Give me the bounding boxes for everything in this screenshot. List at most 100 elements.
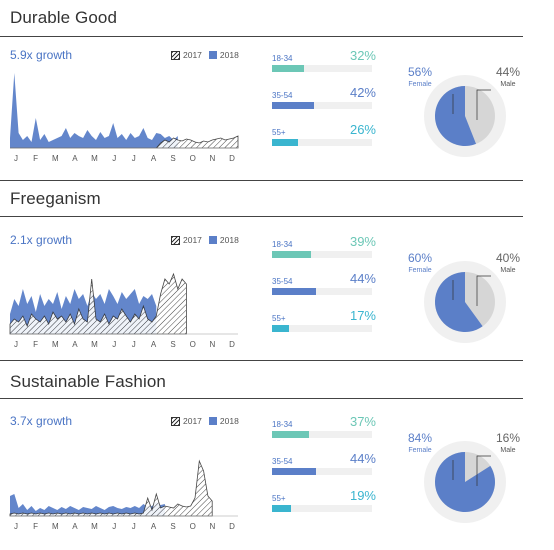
age-bar-fill	[272, 325, 289, 332]
growth-label: 3.7x growth	[10, 414, 73, 428]
section-durable-good: Durable Good 5.9x growth 2017 2018 J F M A M…	[0, 0, 554, 180]
age-bar-track	[272, 505, 372, 512]
male-label: Male	[500, 447, 515, 454]
month-tick-label: J	[14, 340, 18, 349]
age-group-percent: 44%	[349, 271, 376, 286]
age-bar-fill	[272, 288, 316, 295]
age-group-percent: 17%	[349, 308, 376, 323]
section-title: Freeganism	[10, 189, 101, 208]
legend-2018-label: 2018	[219, 235, 239, 245]
month-tick-label: D	[229, 522, 235, 531]
month-tick-label: N	[210, 154, 216, 163]
month-tick-label: J	[112, 340, 116, 349]
section-sustainable-fashion: Sustainable Fashion 3.7x growth 2017 201…	[0, 360, 554, 550]
legend-2017-label: 2017	[183, 50, 202, 60]
month-tick-label: A	[151, 154, 157, 163]
age-group-label: 35-54	[272, 457, 293, 466]
legend-2017-swatch	[171, 50, 180, 60]
month-tick-label: J	[14, 154, 18, 163]
age-bar-track	[272, 468, 372, 475]
growth-label: 2.1x growth	[10, 233, 73, 247]
month-tick-label: A	[72, 154, 78, 163]
series-2017-area	[9, 272, 187, 335]
month-tick-label: J	[112, 154, 116, 163]
age-group-label: 55+	[272, 314, 286, 323]
month-tick-label: M	[91, 340, 98, 349]
age-bar-fill	[272, 505, 291, 512]
male-percent: 44%	[496, 65, 520, 79]
age-breakdown: 18-34 37% 35-54 44% 55+ 19%	[272, 414, 376, 526]
divider	[0, 36, 523, 37]
age-bar-track	[272, 139, 372, 146]
month-tick-label: J	[132, 154, 136, 163]
month-tick-label: O	[190, 340, 196, 349]
pie-slice-female	[434, 452, 495, 512]
age-bar-track	[272, 431, 372, 438]
section-title: Sustainable Fashion	[10, 372, 166, 391]
age-group-label: 55+	[272, 494, 286, 503]
age-group-percent: 19%	[349, 488, 376, 503]
male-label: Male	[500, 81, 515, 88]
month-tick-label: A	[72, 340, 78, 349]
age-group-label: 18-34	[272, 420, 293, 429]
female-label: Female	[408, 81, 431, 88]
age-bar-fill	[272, 139, 298, 146]
growth-label: 5.9x growth	[10, 48, 73, 62]
age-bar-fill	[272, 251, 311, 258]
male-percent: 40%	[496, 251, 520, 265]
gender-pie: 60% Female 40% Male	[408, 251, 520, 343]
age-bar-track	[272, 325, 372, 332]
month-tick-label: M	[91, 522, 98, 531]
age-group-label: 18-34	[272, 54, 293, 63]
month-tick-label: A	[151, 522, 157, 531]
pie-slice-female	[434, 86, 477, 146]
month-tick-label: M	[91, 154, 98, 163]
legend: 2017 2018	[171, 235, 239, 245]
age-group-percent: 32%	[349, 48, 376, 63]
legend: 2017 2018	[171, 416, 239, 426]
month-tick-label: F	[33, 340, 38, 349]
age-breakdown: 18-34 39% 35-54 44% 55+ 17%	[272, 234, 376, 346]
series-2018-area	[10, 73, 178, 148]
female-percent: 84%	[408, 431, 432, 445]
age-group-label: 55+	[272, 128, 286, 137]
month-tick-label: F	[33, 154, 38, 163]
month-tick-label: A	[151, 340, 157, 349]
month-tick-label: S	[170, 340, 175, 349]
age-group-percent: 26%	[349, 122, 376, 137]
age-bar-track	[272, 102, 372, 109]
age-bar-fill	[272, 65, 304, 72]
age-group-label: 18-34	[272, 240, 293, 249]
month-tick-label: M	[52, 522, 59, 531]
age-bar-fill	[272, 102, 314, 109]
male-leader-line	[476, 89, 491, 120]
month-tick-label: M	[52, 154, 59, 163]
female-percent: 56%	[408, 65, 432, 79]
gender-pie: 84% Female 16% Male	[408, 431, 520, 523]
male-leader-line	[476, 455, 491, 486]
month-tick-label: F	[33, 522, 38, 531]
female-percent: 60%	[408, 251, 432, 265]
age-breakdown: 18-34 32% 35-54 42% 55+ 26%	[272, 48, 376, 160]
series-2017-area	[9, 459, 213, 517]
male-label: Male	[500, 267, 515, 274]
month-tick-label: S	[170, 154, 175, 163]
section-freeganism: Freeganism 2.1x growth 2017 2018 J F M A M J J…	[0, 180, 554, 360]
age-group-percent: 39%	[349, 234, 376, 249]
legend-2017-swatch	[171, 235, 180, 245]
legend-2018-label: 2018	[219, 50, 239, 60]
month-tick-label: O	[190, 522, 196, 531]
female-label: Female	[408, 447, 431, 454]
legend-2018-swatch	[208, 417, 217, 425]
section-title: Durable Good	[10, 8, 118, 27]
month-tick-label: S	[170, 522, 175, 531]
age-group-percent: 42%	[349, 85, 376, 100]
age-group-percent: 44%	[349, 451, 376, 466]
month-tick-label: O	[190, 154, 196, 163]
legend-2017-label: 2017	[183, 235, 202, 245]
month-tick-label: J	[132, 522, 136, 531]
month-tick-label: J	[132, 340, 136, 349]
legend-2018-swatch	[208, 236, 217, 244]
